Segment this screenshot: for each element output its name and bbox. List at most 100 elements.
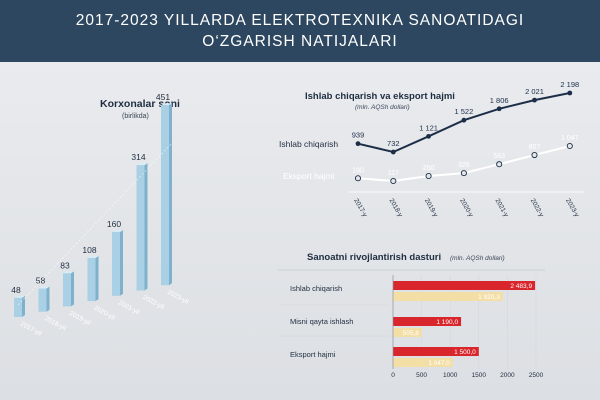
hbar-yellow	[393, 328, 422, 337]
x-tick-label: 2017-y	[352, 198, 368, 219]
bar-value-label: 48	[11, 285, 21, 295]
label-eksport-hajmi: 326	[458, 162, 470, 169]
bar-side	[144, 163, 148, 291]
bar-2020-yil	[87, 257, 96, 302]
point-ishlab-chiqarish	[532, 97, 537, 103]
point-eksport-hajmi	[496, 161, 503, 168]
point-eksport-hajmi	[390, 177, 397, 185]
hbar-x-tick: 2500	[529, 372, 544, 379]
x-tick-label: 2022-y	[529, 198, 545, 219]
bar-chart-title: Korxonalar soni	[100, 98, 180, 110]
bar-side	[46, 286, 50, 312]
point-eksport-hajmi	[354, 175, 362, 182]
x-tick-label: 2021-y	[493, 198, 509, 219]
hbar-chart-title: Sanoatni rivojlantirish dasturi	[307, 252, 441, 263]
bar-top	[38, 286, 50, 289]
hbar-category-label: Misni qayta ishlash	[290, 317, 353, 326]
hbar-red	[393, 347, 479, 356]
point-eksport-hajmi	[566, 142, 573, 150]
label-eksport-hajmi: 807	[529, 144, 541, 151]
hbar-chart-subtitle: (mln. AQSh dollari)	[450, 255, 505, 262]
bar-2018-yil	[38, 288, 47, 312]
bar-category-label: 2018-yil	[44, 315, 68, 332]
series-label-eksport-hajmi: Eksport hajmi	[283, 171, 335, 181]
hbar-yellow	[393, 358, 453, 367]
point-eksport-hajmi	[460, 170, 467, 177]
hbar-x-tick: 2000	[500, 372, 515, 379]
label-ishlab-chiqarish: 2 198	[560, 80, 579, 89]
label-ishlab-chiqarish: 1 806	[490, 96, 509, 105]
label-ishlab-chiqarish: 939	[352, 131, 365, 140]
bar-category-label: 2020-yil	[93, 305, 117, 322]
label-ishlab-chiqarish: 1 522	[455, 107, 474, 116]
x-tick-label: 2020-y	[458, 198, 474, 219]
label-eksport-hajmi: 190	[352, 167, 364, 174]
hbar-red	[393, 317, 462, 326]
bar-category-label: 2022-yil	[142, 294, 166, 311]
hbar-category-label: Eksport hajmi	[290, 350, 336, 359]
bar-2023-yil	[161, 105, 169, 286]
point-eksport-hajmi	[531, 151, 538, 159]
hbar-value-label: 2 483,9	[510, 283, 532, 290]
point-ishlab-chiqarish	[567, 90, 573, 96]
label-eksport-hajmi: 1 047	[561, 135, 579, 142]
x-tick-label: 2018-y	[388, 198, 404, 219]
bar-category-label: 2021-yil	[117, 299, 141, 316]
series-label-ishlab-chiqarish: Ishlab chiqarish	[279, 139, 338, 149]
hbar-red	[393, 281, 536, 290]
bar-side	[169, 103, 172, 286]
bar-value-label: 58	[36, 276, 46, 286]
x-tick-label: 2023-y	[564, 198, 580, 219]
bar-value-label: 451	[156, 92, 170, 102]
hbar-x-tick: 1500	[472, 372, 487, 379]
bar-2019-yil	[63, 273, 71, 307]
label-ishlab-chiqarish: 1 121	[419, 123, 438, 132]
bar-chart-subtitle: (birlikda)	[122, 113, 149, 120]
hbar-category-label: Ishlab chiqarish	[290, 284, 342, 293]
point-ishlab-chiqarish	[355, 141, 361, 147]
bar-trend-guide	[17, 139, 176, 306]
label-ishlab-chiqarish: 2 021	[525, 87, 544, 96]
point-eksport-hajmi	[425, 172, 432, 180]
bar-side	[120, 229, 123, 296]
bar-side	[22, 295, 25, 317]
bar-top	[14, 295, 25, 298]
bar-side	[95, 255, 99, 302]
bar-2022-yil	[136, 165, 145, 291]
bar-top	[161, 103, 172, 106]
point-ishlab-chiqarish	[390, 149, 396, 155]
header-banner: 2017-2023 YILLARDA ELEKTROTEXNIKA SANOAT…	[0, 0, 600, 62]
content-background	[0, 62, 600, 400]
bar-value-label: 83	[60, 260, 70, 270]
hbar-value-label: 1 047,0	[428, 360, 450, 367]
bar-top	[63, 271, 74, 274]
bar-top	[112, 229, 123, 232]
label-ishlab-chiqarish: 732	[387, 139, 400, 148]
hbar-x-tick: 500	[416, 372, 427, 379]
bar-top	[87, 255, 99, 258]
line-chart-title: Ishlab chiqarish va eksport hajmi	[305, 91, 455, 102]
bar-value-label: 314	[131, 152, 145, 162]
hbar-value-label: 1 190,0	[436, 319, 458, 326]
point-ishlab-chiqarish	[426, 133, 431, 139]
hbar-x-tick: 0	[391, 372, 395, 379]
hbar-x-tick: 1000	[443, 372, 458, 379]
bar-value-label: 108	[82, 245, 96, 255]
bar-side	[71, 271, 74, 307]
bar-2017-yil	[14, 297, 22, 317]
hbar-value-label: 1 500,0	[454, 349, 476, 356]
page-title-line-2: O‘ZGARISH NATIJALARI	[202, 33, 398, 50]
label-eksport-hajmi: 117	[388, 170, 399, 177]
page-title-line-1: 2017-2023 YILLARDA ELEKTROTEXNIKA SANOAT…	[75, 12, 525, 29]
label-eksport-hajmi: 563	[493, 153, 505, 160]
bar-2021-yil	[112, 231, 120, 296]
hbar-value-label: 1 920,3	[478, 294, 500, 301]
bar-top	[136, 163, 148, 166]
point-ishlab-chiqarish	[461, 117, 467, 123]
point-ishlab-chiqarish	[496, 106, 502, 112]
x-tick-label: 2019-y	[423, 198, 439, 219]
bar-category-label: 2019-yil	[68, 310, 92, 327]
bar-value-label: 160	[107, 219, 121, 229]
label-eksport-hajmi: 250	[423, 165, 435, 172]
